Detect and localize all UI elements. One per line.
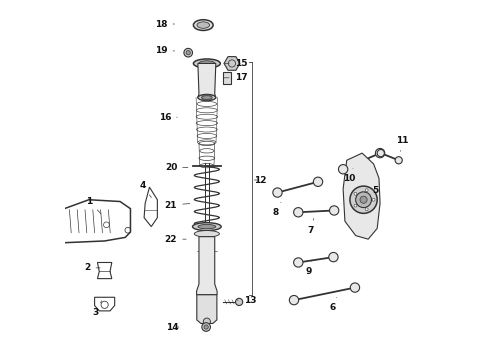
- Text: 3: 3: [92, 301, 102, 317]
- Ellipse shape: [197, 22, 209, 28]
- Text: 6: 6: [328, 297, 336, 312]
- Circle shape: [365, 189, 367, 192]
- Circle shape: [289, 296, 298, 305]
- Circle shape: [359, 196, 366, 203]
- Ellipse shape: [198, 61, 214, 66]
- Ellipse shape: [192, 223, 221, 230]
- Circle shape: [183, 48, 192, 57]
- Ellipse shape: [193, 59, 220, 68]
- Polygon shape: [198, 63, 215, 98]
- Text: 2: 2: [84, 264, 100, 273]
- Circle shape: [376, 149, 384, 157]
- Circle shape: [293, 258, 303, 267]
- Circle shape: [235, 298, 242, 306]
- Polygon shape: [222, 72, 230, 84]
- Circle shape: [185, 50, 190, 55]
- Polygon shape: [196, 237, 217, 295]
- Text: 21: 21: [164, 201, 189, 210]
- Ellipse shape: [201, 96, 212, 99]
- Circle shape: [329, 206, 338, 215]
- Text: 7: 7: [307, 219, 313, 235]
- Ellipse shape: [193, 20, 213, 31]
- Circle shape: [203, 325, 208, 329]
- Circle shape: [349, 186, 376, 213]
- Circle shape: [338, 165, 347, 174]
- Text: 11: 11: [395, 136, 407, 151]
- Circle shape: [349, 283, 359, 292]
- Text: 15: 15: [224, 59, 246, 68]
- Text: 18: 18: [155, 19, 174, 28]
- Circle shape: [313, 177, 322, 186]
- Circle shape: [328, 252, 337, 262]
- Circle shape: [293, 208, 303, 217]
- Text: 16: 16: [158, 113, 177, 122]
- Text: 14: 14: [166, 323, 179, 332]
- Text: 22: 22: [164, 235, 186, 244]
- Text: 19: 19: [155, 46, 174, 55]
- Ellipse shape: [198, 94, 215, 101]
- Polygon shape: [343, 153, 379, 239]
- Circle shape: [371, 198, 374, 201]
- Text: 8: 8: [272, 202, 281, 217]
- Circle shape: [203, 318, 210, 325]
- Text: 13: 13: [237, 296, 256, 305]
- Text: 5: 5: [364, 186, 378, 195]
- Circle shape: [353, 204, 356, 207]
- Text: 10: 10: [343, 168, 355, 183]
- Polygon shape: [196, 295, 217, 323]
- Polygon shape: [224, 57, 239, 70]
- Text: 17: 17: [224, 73, 247, 82]
- Circle shape: [375, 148, 384, 158]
- Circle shape: [394, 157, 402, 164]
- Text: 20: 20: [164, 163, 187, 172]
- Ellipse shape: [198, 225, 215, 229]
- Circle shape: [353, 192, 356, 195]
- Text: 12: 12: [254, 176, 266, 185]
- Circle shape: [365, 208, 367, 211]
- Text: 9: 9: [305, 261, 311, 276]
- Text: 1: 1: [86, 197, 101, 214]
- Circle shape: [202, 323, 210, 331]
- Circle shape: [355, 192, 371, 208]
- Circle shape: [272, 188, 282, 197]
- Text: 4: 4: [139, 181, 151, 198]
- Ellipse shape: [194, 230, 219, 237]
